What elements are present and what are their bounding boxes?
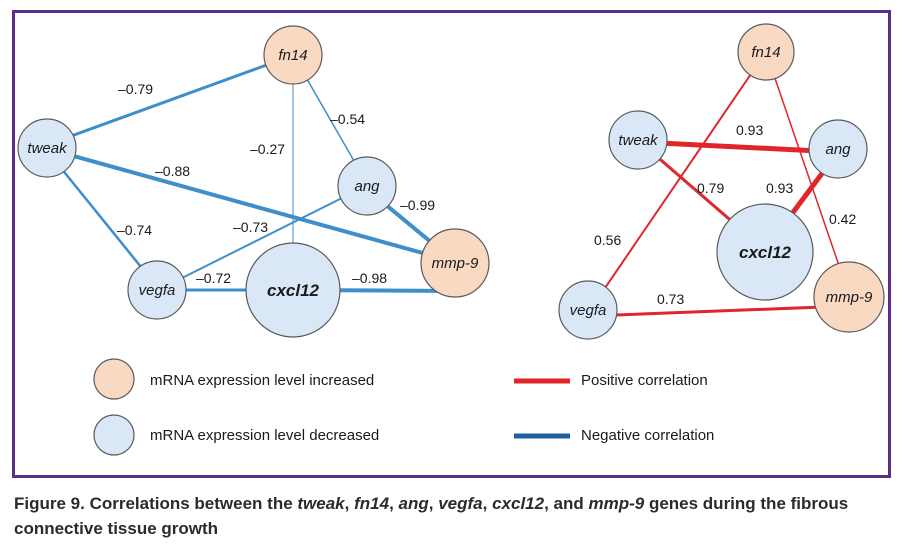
label-vegfa: vegfa <box>139 282 176 299</box>
edge-vegfa-fn14 <box>589 51 767 311</box>
label-cxcl12: cxcl12 <box>739 243 792 262</box>
node-fn14 <box>737 23 795 81</box>
legend: mRNA expression level increased mRNA exp… <box>93 358 714 456</box>
caption-gene-cxcl12: cxcl12 <box>492 494 545 513</box>
edge-tweak-vegfa <box>46 150 160 290</box>
label-ang: ang <box>354 178 380 195</box>
node-tweak <box>608 110 668 170</box>
caption-sep: , <box>428 494 439 513</box>
label-tweak: tweak <box>27 140 68 157</box>
edge-label-tweak-fn14: –0.79 <box>118 81 153 97</box>
left-nodes <box>17 25 490 338</box>
legend-decreased-swatch <box>93 414 135 456</box>
caption-gene-tweak: tweak <box>297 494 345 513</box>
label-ang: ang <box>825 141 851 158</box>
edge-label-fn14-ang: –0.54 <box>330 111 365 127</box>
edge-label-cxcl12-mmp9: –0.98 <box>352 270 387 286</box>
figure-panel: fn14 tweak ang vegfa cxcl12 mmp-9 –0.79 … <box>12 10 891 478</box>
edge-label-tweak-ang: 0.93 <box>736 122 763 138</box>
left-edge-labels: –0.79 –0.54 –0.27 –0.88 –0.99 –0.74 –0.7… <box>117 81 435 286</box>
node-mmp9 <box>420 228 490 298</box>
caption-sep: , <box>482 494 493 513</box>
node-ang <box>808 119 868 179</box>
caption-sep: , <box>344 494 355 513</box>
legend-negative-label: Negative correlation <box>581 427 714 444</box>
label-fn14: fn14 <box>751 44 780 61</box>
edge-fn14-mmp9 <box>765 51 849 293</box>
caption-gene-fn14: fn14 <box>354 494 390 513</box>
caption-sep: , and <box>544 494 589 513</box>
edge-tweak-ang <box>637 139 841 155</box>
edge-vegfa-mmp9 <box>588 304 850 318</box>
edge-tweak-fn14 <box>50 53 296 145</box>
caption-gene-ang: ang <box>398 494 429 513</box>
edge-label-vegfa-mmp9: 0.73 <box>657 291 684 307</box>
node-tweak <box>17 118 77 178</box>
label-mmp9: mmp-9 <box>826 289 873 306</box>
node-fn14 <box>263 25 323 85</box>
edge-label-vegfa-ang: –0.73 <box>233 219 268 235</box>
caption-gene-mmp9: mmp-9 <box>588 494 645 513</box>
node-mmp9 <box>813 261 885 333</box>
node-vegfa <box>127 260 187 320</box>
edge-label-tweak-cxcl12: 0.79 <box>697 180 724 196</box>
caption-sep: , <box>389 494 399 513</box>
node-ang <box>337 156 397 216</box>
label-fn14: fn14 <box>278 47 307 64</box>
right-nodes <box>558 23 885 340</box>
caption-lead: Figure 9. Correlations between the <box>14 494 298 513</box>
edge-label-vegfa-fn14: 0.56 <box>594 232 621 248</box>
right-edge-labels: 0.93 0.79 0.93 0.42 0.56 0.73 <box>594 122 856 307</box>
label-tweak: tweak <box>618 132 659 149</box>
label-vegfa: vegfa <box>570 302 607 319</box>
legend-increased-swatch <box>93 358 135 400</box>
edge-label-tweak-mmp9: –0.88 <box>155 163 190 179</box>
right-network: fn14 tweak ang cxcl12 mmp-9 vegfa 0.93 0… <box>558 23 885 340</box>
edge-label-ang-mmp9: –0.99 <box>400 197 435 213</box>
legend-increased-label: mRNA expression level increased <box>150 372 374 389</box>
edge-vegfa-ang <box>157 185 367 291</box>
figure-caption: Figure 9. Correlations between the tweak… <box>14 491 894 541</box>
legend-decreased-label: mRNA expression level decreased <box>150 427 379 444</box>
left-network: fn14 tweak ang vegfa cxcl12 mmp-9 –0.79 … <box>17 25 490 338</box>
caption-gene-vegfa: vegfa <box>438 494 483 513</box>
node-cxcl12 <box>245 242 341 338</box>
caption-tail: genes during the fibrous connective tiss… <box>14 494 849 538</box>
label-mmp9: mmp-9 <box>432 255 479 272</box>
left-node-labels: fn14 tweak ang vegfa cxcl12 mmp-9 <box>27 47 479 300</box>
edge-label-ang-cxcl12: 0.93 <box>766 180 793 196</box>
edge-tweak-mmp9 <box>50 148 457 264</box>
edge-label-tweak-vegfa: –0.74 <box>117 222 152 238</box>
edge-label-vegfa-cxcl12: –0.72 <box>196 270 231 286</box>
right-node-labels: fn14 tweak ang cxcl12 mmp-9 vegfa <box>570 44 873 319</box>
label-cxcl12: cxcl12 <box>267 281 320 300</box>
node-vegfa <box>558 280 618 340</box>
legend-positive-label: Positive correlation <box>581 372 708 389</box>
edge-label-fn14-mmp9: 0.42 <box>829 211 856 227</box>
edge-label-fn14-cxcl12: –0.27 <box>250 141 285 157</box>
node-cxcl12 <box>716 203 814 301</box>
